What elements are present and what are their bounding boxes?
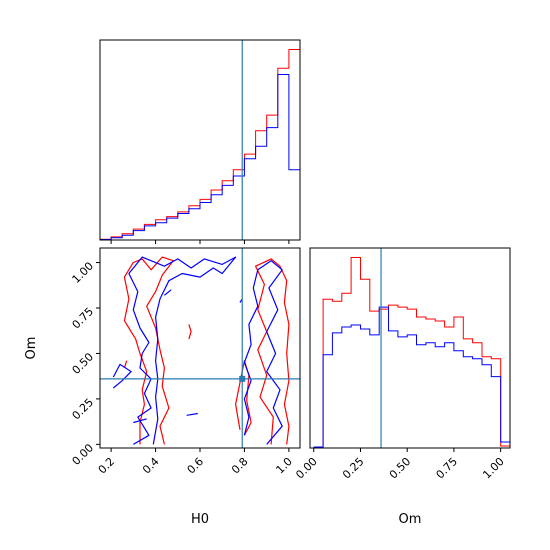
contour-series-a-line <box>123 256 174 445</box>
contour-series-b-line <box>164 289 172 296</box>
contour-frame <box>99 247 301 449</box>
h0-histogram-panel <box>99 39 301 244</box>
h0-hist-frame <box>99 39 301 241</box>
contour-series-b-line <box>243 260 283 445</box>
contour-ytick-label: 0.50 <box>70 350 97 377</box>
om-hist-xtick-label: 0.00 <box>293 455 320 482</box>
contour-series-b-line <box>128 256 237 445</box>
om-hist-series-b-steps <box>313 306 510 448</box>
om-hist-xtick-label: 1.00 <box>480 455 507 482</box>
contour-xtick-label: 0.2 <box>96 455 118 477</box>
h0-hist-series-a-steps <box>100 49 300 240</box>
om-hist-series-a-steps <box>313 257 510 448</box>
contour-series-b-line <box>112 363 132 389</box>
y-axis-label-om: Om <box>24 337 39 360</box>
contour-ytick-label: 0.00 <box>70 441 97 468</box>
contour-xtick-label: 0.6 <box>185 455 207 477</box>
contour-series-a-line <box>188 324 192 340</box>
om-hist-xtick-label: 0.75 <box>434 455 461 482</box>
om-histogram-panel: 0.00 0.25 0.50 0.75 1.00 Om <box>293 247 511 527</box>
contour-series-a-line <box>235 360 252 436</box>
contour-ytick-label: 1.00 <box>70 259 97 286</box>
contour-series-a-line <box>255 258 290 445</box>
h0-hist-series-b-steps <box>100 74 300 240</box>
contour-series-b-line <box>186 412 198 416</box>
h0-om-contour-panel: 0.2 0.4 0.6 0.8 1.0 0.00 0.25 0.50 0.75 1.00 H0 Om <box>24 247 301 527</box>
om-hist-xtick-label: 0.25 <box>340 455 367 482</box>
x-axis-label-h0: H0 <box>191 512 209 527</box>
contour-truth-marker <box>239 375 246 382</box>
contour-series-a-line <box>123 360 128 369</box>
om-hist-frame <box>309 247 511 449</box>
contour-xtick-label: 1.0 <box>273 455 295 477</box>
x-axis-label-om: Om <box>399 512 422 527</box>
contour-xtick-label: 0.8 <box>229 455 251 477</box>
contour-ytick-label: 0.75 <box>70 305 97 332</box>
contour-xtick-label: 0.4 <box>140 455 162 477</box>
om-hist-xtick-label: 0.50 <box>387 455 414 482</box>
contour-series-b-line <box>133 418 147 424</box>
contour-ytick-label: 0.25 <box>70 396 97 423</box>
